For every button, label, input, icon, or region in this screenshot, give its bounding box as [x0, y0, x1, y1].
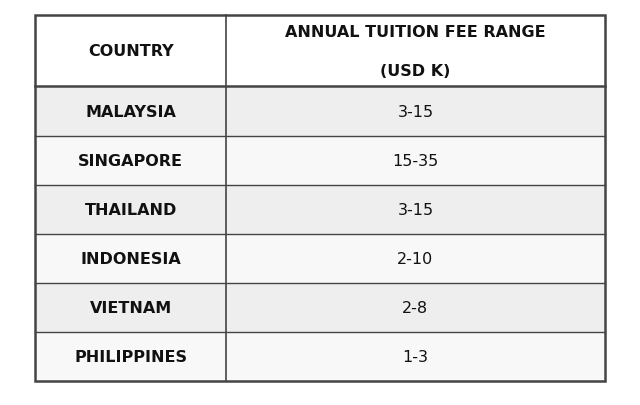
Bar — [226, 87, 605, 136]
Text: 2-8: 2-8 — [403, 300, 428, 315]
Text: INDONESIA: INDONESIA — [80, 251, 181, 266]
Text: 15-35: 15-35 — [392, 153, 438, 168]
Text: 3-15: 3-15 — [397, 202, 433, 217]
Text: SINGAPORE: SINGAPORE — [78, 153, 183, 168]
Text: ANNUAL TUITION FEE RANGE

(USD K): ANNUAL TUITION FEE RANGE (USD K) — [285, 25, 546, 79]
Bar — [226, 16, 605, 87]
Bar — [226, 332, 605, 381]
Bar — [35, 16, 226, 87]
Bar — [226, 234, 605, 283]
Bar — [226, 136, 605, 185]
Bar — [35, 283, 226, 332]
Text: 1-3: 1-3 — [403, 349, 428, 364]
Text: VIETNAM: VIETNAM — [90, 300, 172, 315]
Text: COUNTRY: COUNTRY — [88, 44, 173, 59]
Bar — [35, 16, 605, 381]
Bar — [35, 234, 226, 283]
Bar — [226, 283, 605, 332]
Text: 2-10: 2-10 — [397, 251, 433, 266]
Bar — [35, 185, 226, 234]
Text: PHILIPPINES: PHILIPPINES — [74, 349, 187, 364]
Text: MALAYSIA: MALAYSIA — [85, 104, 176, 119]
Bar — [35, 332, 226, 381]
Bar — [226, 185, 605, 234]
Bar — [35, 136, 226, 185]
Text: 3-15: 3-15 — [397, 104, 433, 119]
Bar — [35, 87, 226, 136]
Text: THAILAND: THAILAND — [84, 202, 177, 217]
